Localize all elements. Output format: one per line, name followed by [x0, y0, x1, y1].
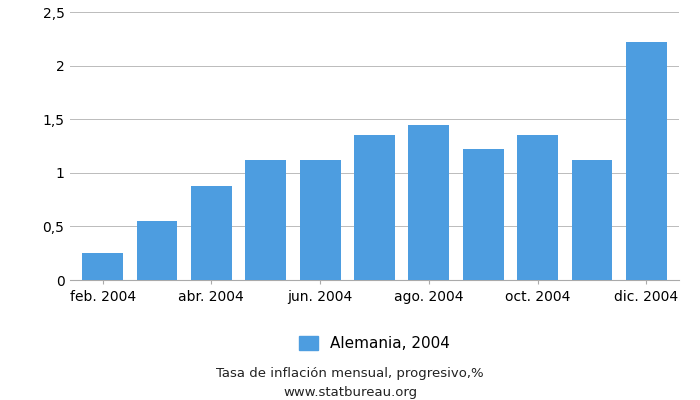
Bar [572, 160, 612, 280]
Legend: Alemania, 2004: Alemania, 2004 [300, 336, 449, 351]
Bar [191, 186, 232, 280]
Bar [409, 124, 449, 280]
Bar [463, 149, 503, 280]
Text: Tasa de inflación mensual, progresivo,%: Tasa de inflación mensual, progresivo,% [216, 368, 484, 380]
Bar [136, 221, 177, 280]
Bar [626, 42, 667, 280]
Bar [246, 160, 286, 280]
Bar [354, 135, 395, 280]
Text: www.statbureau.org: www.statbureau.org [283, 386, 417, 399]
Bar [300, 160, 340, 280]
Bar [517, 135, 558, 280]
Bar [82, 253, 123, 280]
